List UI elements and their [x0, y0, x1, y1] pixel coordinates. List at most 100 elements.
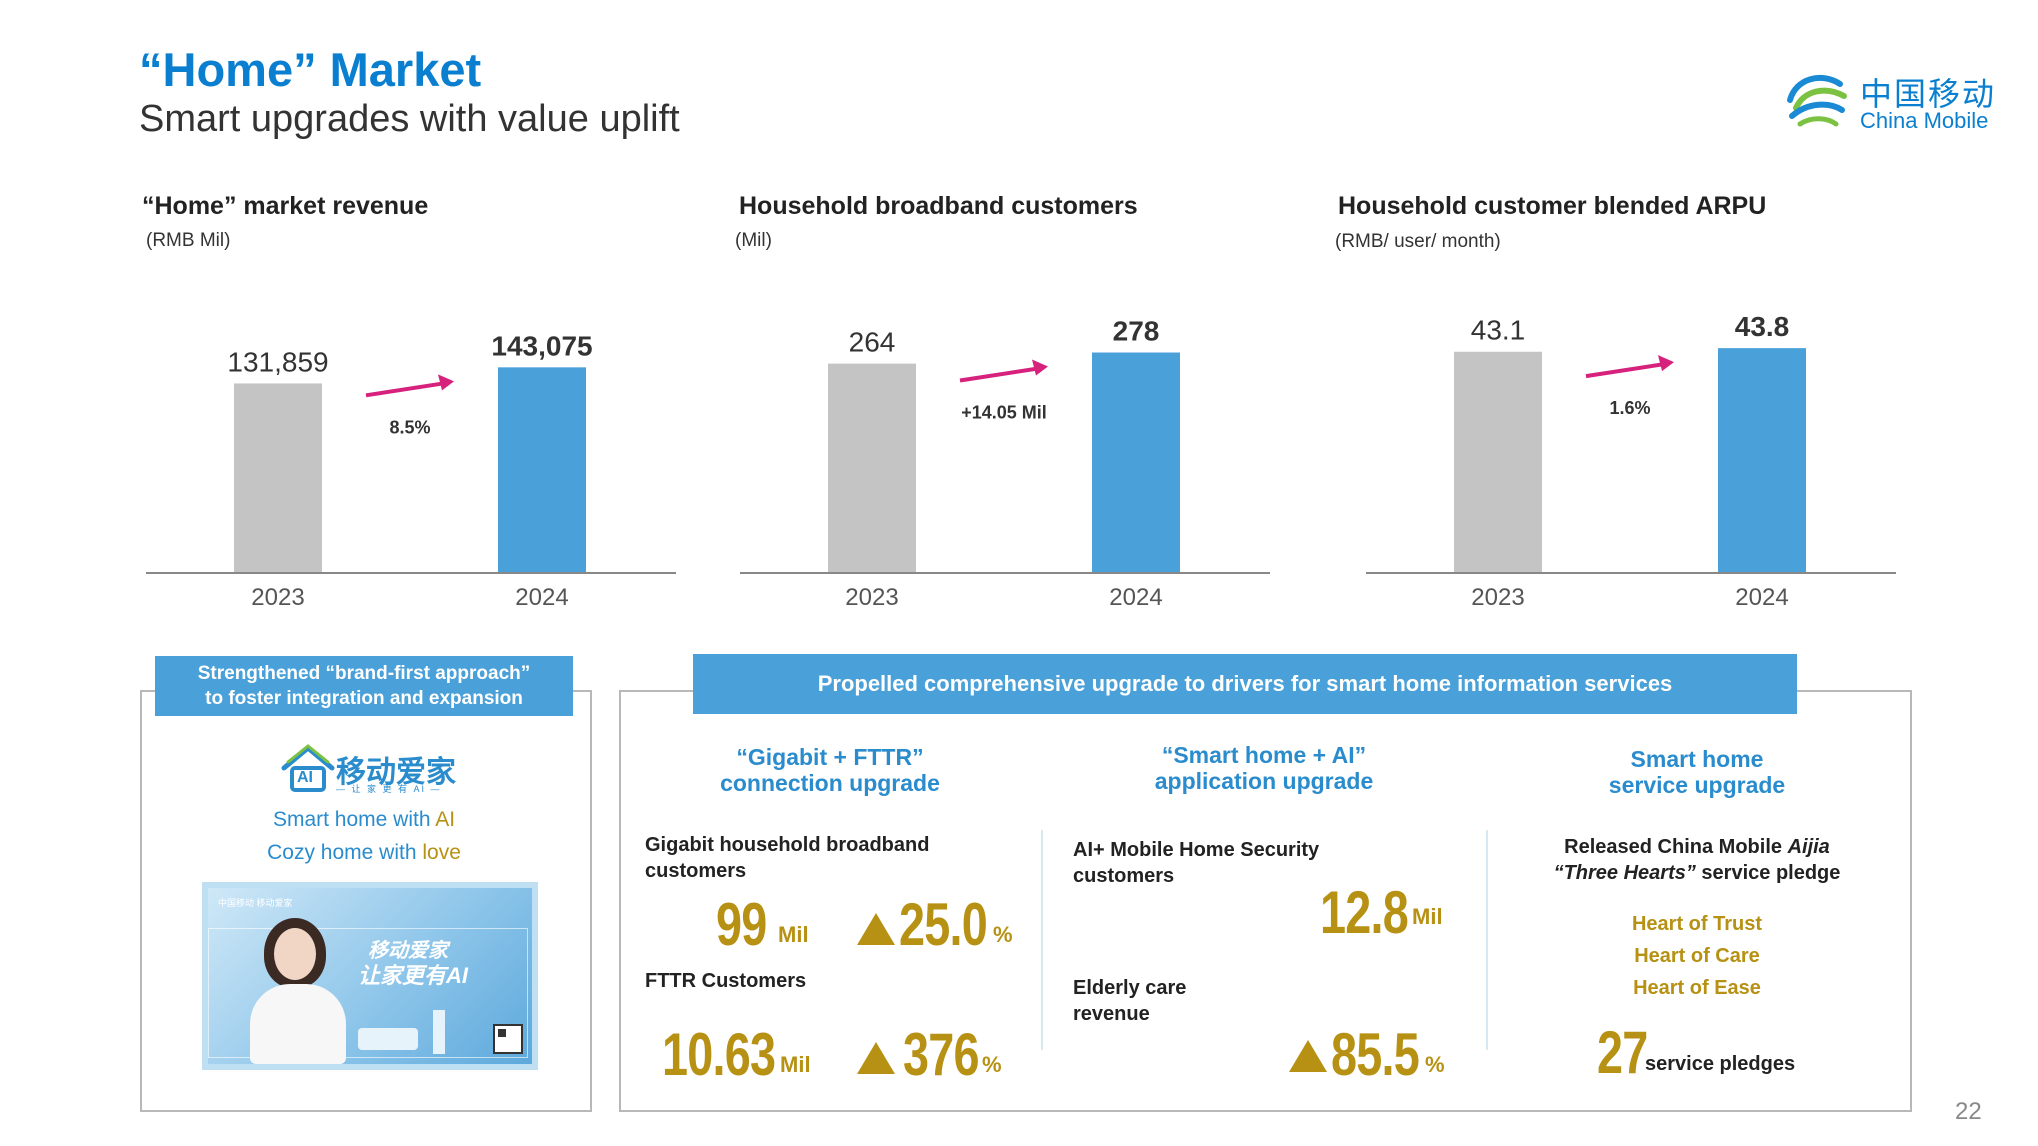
service-pledges-value: 27	[1597, 1019, 1648, 1086]
elderly-care-label: Elderly care revenue	[1073, 975, 1273, 1027]
logo-chinese-text: 中国移动	[1860, 76, 1997, 112]
fttr-growth: 376	[903, 1021, 980, 1088]
service-description: Released China Mobile Aijia “Three Heart…	[1512, 834, 1882, 886]
category-label-2023: 2023	[845, 584, 898, 611]
brand-panel-header-line2: to foster integration and expansion	[205, 688, 523, 709]
aijia-brand-tagline: — 让 家 更 有 AI —	[336, 784, 442, 794]
chart-broadband: 264 2023 278 2024 +14.05 Mil	[740, 316, 1270, 611]
heart-of-ease: Heart of Ease	[1633, 977, 1761, 999]
growth-arrow-head-icon	[1032, 359, 1048, 376]
logo-english-text: China Mobile	[1860, 108, 1989, 133]
ai-security-label-line2: customers	[1073, 865, 1175, 887]
category-label-2024: 2024	[515, 584, 568, 611]
china-mobile-logo: 中国移动 China Mobile	[1782, 64, 1997, 140]
aijia-ad-image: 中国移动 移动爱家 移动爱家 让家更有AI	[202, 882, 538, 1070]
drivers-panel-header: Propelled comprehensive upgrade to drive…	[693, 654, 1797, 714]
chart-broadband-title: Household broadband customers	[739, 192, 1138, 220]
chart-revenue-title: “Home” market revenue	[142, 192, 429, 220]
ad-cn-slogan: 让家更有AI	[358, 963, 469, 988]
growth-arrow-line	[365, 381, 445, 398]
page-subtitle: Smart upgrades with value uplift	[139, 98, 680, 140]
page-number: 22	[1955, 1098, 1982, 1125]
gigabit-label-line2: customers	[645, 860, 747, 882]
gigabit-value: 99	[716, 891, 767, 958]
bar-2024	[1718, 348, 1806, 573]
chart-arpu: 43.1 2023 43.8 2024 1.6%	[1366, 311, 1896, 611]
ad-corner-logos: 中国移动 移动爱家	[218, 898, 293, 908]
ai-security-value: 12.8	[1320, 879, 1409, 946]
brand-panel-header-line1: Strengthened “brand-first approach”	[197, 663, 531, 684]
chart-revenue-unit: (RMB Mil)	[146, 230, 231, 251]
service-head-line1: Smart home	[1630, 746, 1764, 772]
category-label-2023: 2023	[1471, 584, 1524, 611]
aijia-logo-text: AI	[297, 769, 313, 786]
service-hearts-list: Heart of Trust Heart of Care Heart of Ea…	[1527, 908, 1867, 1004]
brand-panel-header: Strengthened “brand-first approach” to f…	[155, 656, 573, 716]
gigabit-unit: Mil	[778, 922, 809, 947]
elderly-care-label-line1: Elderly care	[1073, 977, 1187, 999]
bar-value-label-2023: 43.1	[1471, 315, 1526, 346]
fttr-unit: Mil	[780, 1052, 811, 1077]
brand-line-ai-prefix: Smart home with	[272, 808, 436, 831]
brand-line-love: Cozy home with love	[140, 841, 588, 865]
fttr-growth-up-triangle-icon	[857, 1042, 895, 1074]
growth-arrow-head-icon	[438, 374, 454, 391]
gigabit-label: Gigabit household broadband customers	[645, 832, 985, 884]
service-pledges-label: service pledges	[1645, 1053, 1796, 1075]
heart-of-care: Heart of Care	[1634, 945, 1760, 967]
gigabit-growth-unit: %	[993, 922, 1013, 947]
fttr-value: 10.63	[662, 1021, 776, 1088]
gigabit-growth-up-triangle-icon	[857, 913, 895, 945]
service-desc-line2: “Three Hearts” service pledge	[1512, 860, 1882, 886]
brand-line-love-prefix: Cozy home with	[267, 841, 423, 864]
bar-2023	[828, 363, 916, 573]
gigabit-column-head: “Gigabit + FTTR” connection upgrade	[660, 744, 1000, 796]
chart-arpu-title: Household customer blended ARPU	[1338, 192, 1767, 220]
ai-security-label-line1: AI+ Mobile Home Security	[1073, 839, 1320, 861]
ad-person-body	[250, 984, 346, 1064]
service-desc-line1-prefix: Released China Mobile	[1564, 836, 1788, 858]
ad-qr-code	[493, 1024, 523, 1054]
bar-value-label-2023: 264	[849, 327, 896, 358]
ad-cn-title: 移动爱家	[368, 940, 448, 962]
ai-security-unit: Mil	[1412, 904, 1443, 929]
category-label-2024: 2024	[1109, 584, 1162, 611]
growth-label: +14.05 Mil	[961, 403, 1047, 423]
bar-value-label-2023: 131,859	[227, 346, 328, 377]
chart-revenue: 131,859 2023 143,075 2024 8.5%	[146, 330, 676, 611]
fttr-label: FTTR Customers	[645, 970, 807, 992]
brand-line-love-highlight: love	[422, 841, 461, 864]
china-mobile-swirl-icon	[1787, 74, 1847, 127]
aijia-brand-name: 移动爱家	[336, 756, 456, 789]
fttr-growth-unit: %	[982, 1052, 1002, 1077]
ai-head-line1: “Smart home + AI”	[1161, 742, 1367, 768]
growth-arrow-head-icon	[1658, 355, 1674, 372]
growth-label: 8.5%	[389, 417, 430, 437]
drivers-divider-2	[1486, 830, 1488, 1050]
service-column-head: Smart home service upgrade	[1527, 746, 1867, 798]
bar-2023	[1454, 351, 1542, 573]
gigabit-label-line1: Gigabit household broadband	[645, 834, 930, 856]
ad-room-frame	[208, 928, 528, 1058]
brand-line-ai: Smart home with AI	[140, 808, 588, 832]
service-desc-line1-italic: Aijia	[1787, 836, 1830, 858]
gigabit-head-line2: connection upgrade	[720, 770, 940, 796]
bar-2024	[1092, 352, 1180, 573]
ai-column-head: “Smart home + AI” application upgrade	[1094, 742, 1434, 794]
bar-2023	[234, 383, 322, 573]
chart-broadband-unit: (Mil)	[735, 230, 772, 251]
category-label-2023: 2023	[251, 584, 304, 611]
brand-line-ai-highlight: AI	[435, 808, 456, 831]
bar-value-label-2024: 278	[1113, 316, 1160, 347]
gigabit-head-line1: “Gigabit + FTTR”	[736, 744, 924, 770]
ai-head-line2: application upgrade	[1154, 768, 1374, 794]
service-desc-line1: Released China Mobile Aijia	[1512, 834, 1882, 860]
growth-label: 1.6%	[1609, 398, 1650, 418]
elderly-care-label-line2: revenue	[1073, 1003, 1150, 1025]
ad-lamp	[433, 1010, 445, 1054]
service-desc-line2-italic: “Three Hearts”	[1553, 862, 1696, 884]
aijia-logo-icon: AI	[278, 744, 338, 794]
elderly-care-up-triangle-icon	[1289, 1040, 1327, 1072]
service-desc-line2-suffix: service pledge	[1695, 862, 1841, 884]
bar-2024	[498, 367, 586, 573]
